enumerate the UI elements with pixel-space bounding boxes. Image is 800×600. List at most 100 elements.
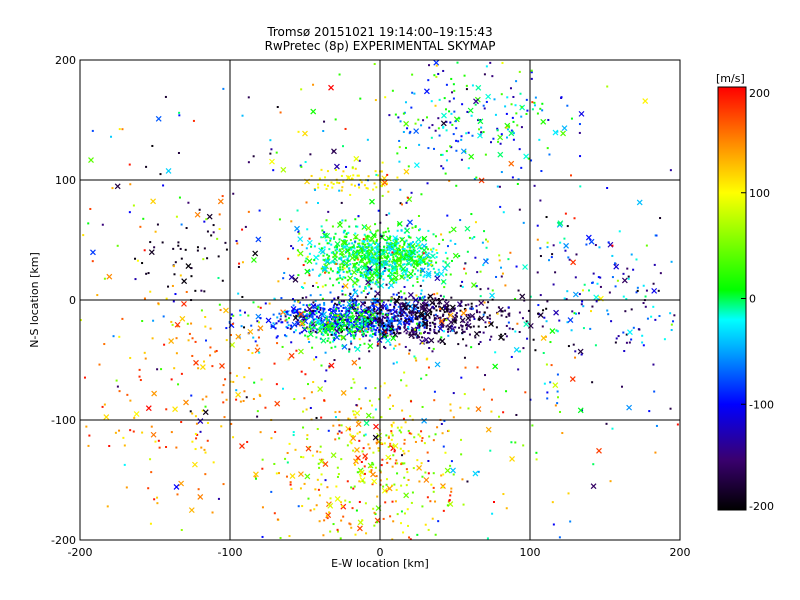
- scatter-point: [358, 242, 361, 245]
- scatter-point: [375, 280, 378, 283]
- scatter-point: [373, 306, 376, 309]
- scatter-point: [323, 266, 326, 269]
- scatter-point: [384, 501, 387, 504]
- scatter-point: [357, 268, 360, 271]
- scatter-cross: [151, 390, 158, 397]
- scatter-cross: [408, 255, 415, 262]
- scatter-point: [413, 436, 416, 439]
- scatter-point: [376, 326, 379, 329]
- scatter-point: [574, 350, 577, 353]
- scatter-point: [382, 252, 385, 255]
- scatter-point: [114, 431, 117, 434]
- scatter-point: [358, 338, 361, 341]
- scatter-point: [382, 231, 385, 234]
- scatter-point: [350, 334, 353, 337]
- scatter-point: [359, 273, 362, 276]
- scatter-point: [259, 306, 262, 309]
- scatter-point: [121, 128, 124, 131]
- scatter-point: [212, 461, 215, 464]
- scatter-cross: [376, 432, 383, 439]
- scatter-cross: [367, 343, 374, 350]
- scatter-point: [343, 267, 346, 270]
- scatter-point: [323, 307, 326, 310]
- scatter-point: [342, 170, 345, 173]
- scatter-point: [274, 430, 277, 433]
- scatter-point: [279, 111, 282, 114]
- scatter-point: [261, 535, 264, 538]
- scatter-point: [295, 349, 298, 352]
- scatter-point: [652, 363, 655, 366]
- scatter-point: [611, 427, 614, 430]
- scatter-point: [594, 244, 597, 247]
- scatter-point: [307, 383, 310, 386]
- scatter-point: [340, 331, 343, 334]
- scatter-point: [363, 342, 366, 345]
- scatter-cross: [165, 167, 172, 174]
- scatter-point: [177, 241, 180, 244]
- scatter-point: [334, 118, 337, 121]
- scatter-point: [406, 274, 409, 277]
- scatter-point: [360, 291, 363, 294]
- scatter-point: [259, 395, 262, 398]
- scatter-point: [374, 252, 377, 255]
- scatter-point: [520, 126, 523, 129]
- scatter-point: [283, 310, 286, 313]
- scatter-point: [420, 124, 423, 127]
- scatter-point: [315, 312, 318, 315]
- scatter-point: [371, 335, 374, 338]
- scatter-point: [275, 151, 278, 154]
- scatter-point: [368, 268, 371, 271]
- scatter-cross: [179, 315, 186, 322]
- scatter-point: [502, 411, 505, 414]
- scatter-point: [370, 469, 373, 472]
- scatter-point: [300, 285, 303, 288]
- scatter-point: [370, 252, 373, 255]
- scatter-point: [458, 117, 461, 120]
- scatter-point: [440, 233, 443, 236]
- scatter-cross: [416, 465, 423, 471]
- scatter-point: [291, 309, 294, 312]
- scatter-point: [384, 313, 387, 316]
- scatter-cross: [577, 348, 584, 355]
- scatter-point: [419, 284, 422, 287]
- scatter-point: [630, 253, 633, 256]
- scatter-point: [363, 465, 366, 468]
- scatter-point: [356, 320, 359, 323]
- scatter-cross: [362, 453, 369, 459]
- scatter-point: [369, 279, 372, 282]
- scatter-point: [390, 430, 393, 433]
- scatter-cross: [288, 274, 295, 281]
- scatter-point: [302, 264, 305, 267]
- scatter-point: [191, 440, 194, 443]
- scatter-cross: [310, 108, 317, 115]
- scatter-point: [366, 325, 369, 328]
- scatter-point: [390, 265, 393, 268]
- scatter-cross: [317, 386, 324, 393]
- scatter-point: [302, 303, 305, 306]
- scatter-point: [514, 297, 517, 300]
- scatter-point: [411, 310, 414, 313]
- scatter-point: [340, 174, 343, 177]
- scatter-point: [507, 258, 510, 261]
- scatter-cross: [305, 445, 312, 452]
- scatter-point: [372, 305, 375, 308]
- scatter-point: [404, 146, 407, 149]
- scatter-point: [276, 316, 279, 319]
- scatter-point: [354, 237, 357, 240]
- scatter-cross: [317, 327, 323, 334]
- scatter-point: [482, 331, 485, 334]
- scatter-point: [445, 83, 448, 86]
- scatter-point: [235, 239, 238, 242]
- scatter-point: [410, 313, 413, 316]
- scatter-point: [352, 335, 355, 338]
- scatter-point: [632, 326, 635, 329]
- scatter-point: [354, 184, 357, 187]
- scatter-point: [395, 237, 398, 240]
- scatter-cross: [407, 291, 414, 298]
- scatter-point: [339, 221, 342, 224]
- scatter-point: [366, 187, 369, 190]
- scatter-point: [408, 536, 411, 539]
- scatter-point: [363, 264, 366, 267]
- scatter-point: [358, 285, 361, 288]
- scatter-point: [290, 324, 293, 327]
